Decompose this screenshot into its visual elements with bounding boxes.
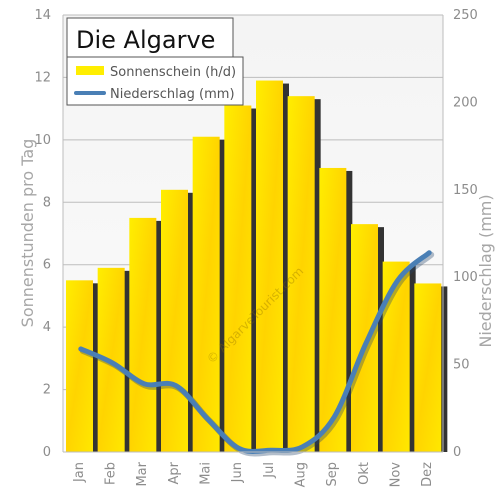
x-tick-label: Nov	[389, 462, 404, 488]
y-tick-label-left: 12	[34, 70, 51, 85]
title-frame	[66, 17, 234, 61]
x-tick-label: Mar	[135, 461, 150, 486]
bar-sunshine	[66, 280, 93, 452]
x-tick-label: Sep	[325, 462, 340, 487]
y-tick-label-right: 150	[453, 183, 478, 198]
x-tick-label: Jun	[230, 462, 245, 483]
y-tick-label-left: 2	[43, 383, 51, 398]
bar-sunshine	[129, 217, 157, 452]
bar-shadow	[92, 283, 99, 452]
y-tick-label-right: 200	[453, 95, 478, 110]
bar-sunshine	[224, 105, 252, 453]
bar-shadow	[250, 108, 258, 453]
bar-sunshine	[414, 283, 442, 452]
bar-shadow	[313, 99, 321, 453]
bar-sunshine	[287, 96, 315, 453]
bar-sunshine	[256, 80, 283, 453]
x-tick-label: Okt	[357, 462, 372, 485]
bar-shadow	[123, 270, 131, 452]
y-tick-label-left: 8	[43, 195, 51, 210]
bar-shadow	[345, 170, 353, 452]
axis-layer: 0 2 4 6 8 10 12 14 0 50 100 150 200 250 Jan Feb Mar Apr Ma…	[34, 8, 477, 487]
x-tick-label: Aug	[294, 462, 309, 487]
legend-frame	[66, 56, 244, 106]
x-tick-label: Apr	[167, 461, 182, 484]
y-tick-label-right: 100	[453, 270, 478, 285]
y-tick-label-left: 10	[34, 133, 51, 148]
line-layer	[78, 250, 435, 457]
legend-swatch-sunshine	[76, 66, 104, 75]
legend-label-sunshine: Sonnenschein (h/d)	[110, 65, 236, 80]
bar-shadow	[218, 139, 226, 452]
bar-layer	[66, 80, 448, 453]
x-tick-label: Jul	[262, 462, 277, 479]
y-tick-label-left: 0	[43, 445, 51, 460]
bar-sunshine	[161, 189, 188, 453]
x-tick-label: Jan	[72, 462, 87, 483]
bar-shadow	[408, 264, 416, 452]
chart-title: Die Algarve	[76, 26, 215, 54]
x-tick-label: Dez	[420, 462, 435, 487]
y-tick-label-left: 14	[34, 8, 51, 23]
y-axis-title-right: Niederschlag (mm)	[476, 194, 495, 347]
y-tick-label-right: 50	[453, 358, 470, 373]
bar-shadow	[155, 220, 163, 452]
bar-shadow	[440, 286, 448, 452]
y-axis-title-left: Sonnenstunden pro Tag	[18, 139, 37, 328]
x-tick-label: Mai	[199, 462, 214, 485]
title-box: Die Algarve	[66, 17, 234, 61]
y-tick-label-right: 250	[453, 8, 478, 23]
bar-shadow	[377, 227, 384, 452]
x-tick-label: Feb	[104, 462, 119, 485]
legend: Sonnenschein (h/d) Niederschlag (mm)	[66, 56, 244, 106]
y-tick-label-left: 4	[43, 320, 51, 335]
bar-shadow	[187, 192, 194, 453]
y-tick-label-right: 0	[453, 445, 461, 460]
bar-sunshine	[351, 224, 378, 452]
bar-shadow	[282, 83, 289, 453]
precipitation-line	[78, 250, 432, 454]
legend-label-precipitation: Niederschlag (mm)	[110, 87, 235, 102]
y-tick-label-left: 6	[43, 258, 51, 273]
bar-sunshine	[192, 136, 220, 452]
